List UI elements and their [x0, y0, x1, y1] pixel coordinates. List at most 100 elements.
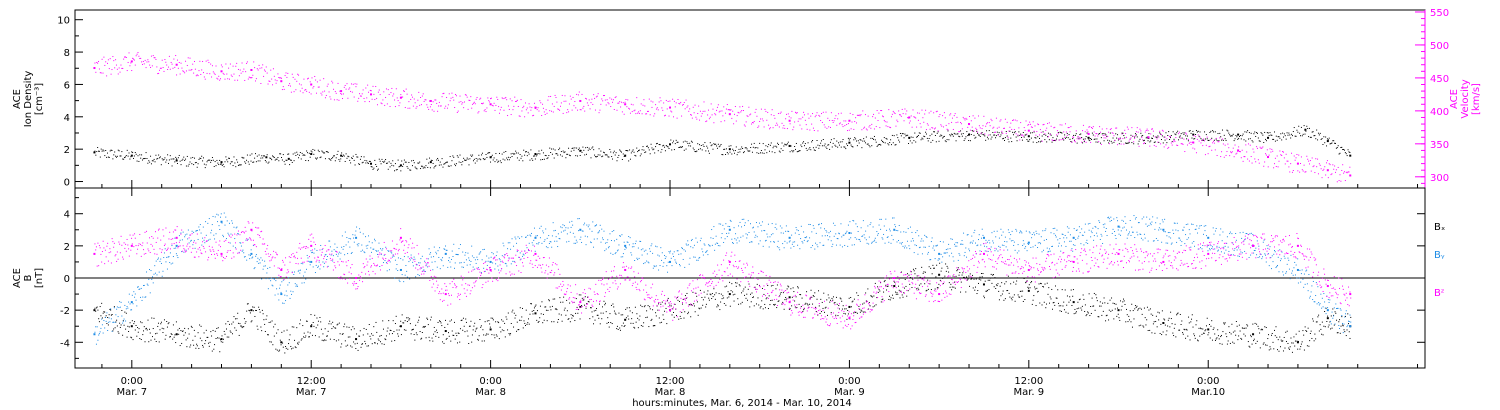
density-dot — [882, 141, 884, 143]
density-dot — [412, 159, 414, 161]
density-dot — [141, 154, 143, 156]
bx-dot — [1185, 328, 1187, 330]
density-dot — [1333, 140, 1335, 142]
density-dot — [700, 144, 702, 146]
bx-dot — [106, 323, 108, 325]
bx-dot — [247, 303, 249, 305]
bx-dot — [385, 335, 387, 337]
density-dot — [599, 154, 601, 156]
velocity-dot — [835, 115, 837, 117]
bx-dot — [272, 344, 274, 346]
density-dot — [1015, 136, 1017, 138]
bx-dot — [977, 290, 979, 292]
bx-dot — [1153, 321, 1155, 323]
density-dot — [452, 155, 454, 157]
velocity-dot — [287, 72, 289, 74]
velocity-dot — [400, 94, 402, 96]
density-dot — [748, 150, 750, 152]
bx-dot — [362, 343, 364, 345]
density-dot — [180, 164, 182, 166]
bx-dot — [414, 339, 416, 341]
density-dot — [356, 156, 358, 158]
bx-dot — [1016, 280, 1018, 282]
bx-dot — [1224, 322, 1226, 324]
density-dot — [438, 164, 440, 166]
bx-dot — [693, 303, 695, 305]
density-dot — [870, 137, 872, 139]
velocity-dot — [676, 117, 678, 119]
velocity-dot — [997, 134, 999, 136]
bx-dot — [793, 291, 795, 293]
bx-dot — [1023, 278, 1025, 280]
bx-dot — [1039, 302, 1041, 304]
velocity-dot — [1005, 132, 1007, 134]
velocity-dot — [1306, 155, 1308, 157]
bx-dot — [1100, 305, 1102, 307]
velocity-dot — [608, 103, 610, 105]
velocity-dot — [1186, 133, 1188, 135]
density-dot — [481, 154, 483, 156]
density-dot — [222, 163, 224, 165]
velocity-dot — [1136, 127, 1138, 129]
velocity-dot — [1158, 136, 1160, 138]
by-dot — [247, 238, 249, 240]
density-dot — [365, 162, 367, 164]
bx-dot — [986, 290, 988, 292]
velocity-dot — [977, 115, 979, 117]
by-dot — [245, 239, 247, 241]
velocity-dot — [1299, 171, 1301, 173]
density-axis-label-line: Ion Density — [23, 71, 34, 128]
bx-dot — [181, 330, 183, 332]
bx-dot — [373, 326, 375, 328]
velocity-dot — [1006, 121, 1008, 123]
bx-dot — [515, 314, 517, 316]
bx-dot — [215, 337, 217, 339]
density-dot — [439, 161, 441, 163]
bx-dot — [867, 288, 869, 290]
velocity-dot — [632, 104, 634, 106]
bx-dot — [224, 333, 226, 335]
density-dot — [225, 156, 227, 158]
bx-dot — [564, 307, 566, 309]
velocity-dot — [703, 101, 705, 103]
bx-dot — [308, 336, 310, 338]
velocity-dot — [754, 111, 756, 113]
bx-dot — [530, 303, 532, 305]
velocity-dot — [1307, 158, 1309, 160]
bx-dot — [1032, 299, 1034, 301]
velocity-dot — [638, 112, 640, 114]
velocity-dot — [509, 98, 511, 100]
density-dot — [1004, 137, 1006, 139]
density-dot — [492, 159, 494, 161]
velocity-axis-label-line: Velocity — [1460, 79, 1471, 118]
density-dot — [1287, 134, 1289, 136]
bx-dot — [273, 326, 275, 328]
velocity-dot — [1067, 127, 1069, 129]
density-dot — [1008, 141, 1010, 143]
density-dot — [796, 151, 798, 153]
velocity-dot — [1096, 133, 1098, 135]
density-dot — [1131, 142, 1133, 144]
bx-dot — [606, 322, 608, 324]
velocity-dot — [1213, 142, 1215, 144]
density-dot — [750, 147, 752, 149]
velocity-dot — [1130, 137, 1132, 139]
bx-dot — [563, 296, 565, 298]
density-dot — [1271, 134, 1273, 136]
density-dot — [277, 157, 279, 159]
density-dot — [398, 166, 400, 168]
density-dot — [246, 159, 248, 161]
bx-dot — [681, 303, 683, 305]
bx-dot — [688, 304, 690, 306]
velocity-dot — [764, 108, 766, 110]
density-dot — [1086, 132, 1088, 134]
density-dot — [215, 165, 217, 167]
velocity-dot — [324, 90, 326, 92]
velocity-dot — [1198, 140, 1200, 142]
density-dot — [336, 153, 338, 155]
density-dot — [232, 165, 234, 167]
bx-dot — [1099, 305, 1101, 307]
density-dot — [998, 132, 1000, 134]
bx-dot — [178, 333, 180, 335]
bx-dot — [916, 275, 918, 277]
